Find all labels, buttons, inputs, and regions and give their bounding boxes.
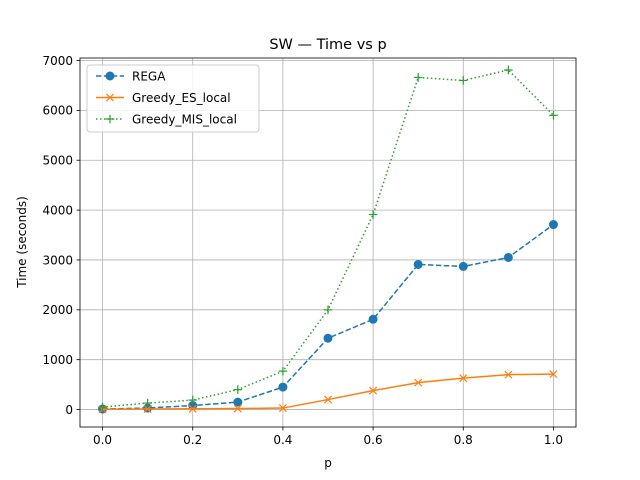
data-point (143, 405, 152, 414)
data-point (368, 314, 378, 324)
data-point (233, 385, 243, 394)
y-tick-label: 0 (65, 403, 73, 417)
legend-label: REGA (132, 69, 166, 83)
data-point (549, 370, 558, 379)
data-point (368, 210, 378, 219)
x-tick-label: 1.0 (544, 433, 563, 447)
legend-item: Greedy_ES_local (96, 91, 231, 105)
data-point (105, 114, 115, 124)
y-tick-label: 4000 (42, 203, 73, 217)
data-point (233, 404, 242, 413)
data-point (414, 378, 423, 387)
data-point (98, 402, 107, 412)
data-point (105, 71, 115, 81)
x-tick-label: 0.0 (93, 433, 112, 447)
y-tick-label: 3000 (42, 253, 73, 267)
data-point (323, 305, 333, 315)
data-point (503, 252, 513, 262)
series-layer (98, 65, 558, 414)
data-point (504, 65, 513, 75)
data-point (504, 370, 513, 379)
data-point (233, 397, 243, 407)
data-point (278, 404, 287, 413)
data-point (369, 386, 378, 395)
legend-label: Greedy_MIS_local (132, 112, 237, 126)
legend-item: Greedy_MIS_local (96, 112, 237, 126)
x-tick-label: 0.8 (454, 433, 473, 447)
y-axis-label: Time (seconds) (15, 196, 29, 289)
x-tick-label: 0.6 (364, 433, 383, 447)
data-point (188, 395, 198, 405)
data-point (188, 404, 197, 413)
x-tick-label: 0.2 (183, 433, 202, 447)
chart-title: SW — Time vs p (269, 37, 386, 53)
data-point (458, 76, 468, 85)
series-greedy-mis-local (98, 65, 558, 412)
y-tick-label: 6000 (42, 104, 73, 118)
data-point (323, 333, 333, 343)
data-point (105, 93, 115, 102)
y-tick-label: 5000 (42, 154, 73, 168)
y-tick-label: 7000 (42, 54, 73, 68)
y-tick-label: 2000 (42, 303, 73, 317)
series-greedy-es-local (98, 370, 558, 414)
data-point (458, 261, 468, 271)
legend-box (86, 64, 260, 133)
axis-ticks: 0.0 0.2 0.4 0.6 0.8 1.0 0 1000 2000 3000 4000 5000 6… (42, 54, 563, 447)
data-point (143, 398, 152, 408)
x-tick-label: 0.4 (273, 433, 292, 447)
legend: REGA Greedy_ES_local Greedy_MIS_local (86, 64, 260, 133)
data-point (413, 259, 423, 269)
data-point (413, 73, 423, 82)
data-point (548, 220, 558, 230)
data-point (278, 366, 288, 376)
data-point (323, 395, 333, 404)
data-point (278, 382, 288, 392)
data-point (549, 111, 558, 120)
y-tick-label: 1000 (42, 353, 73, 367)
legend-item: REGA (96, 69, 166, 83)
data-point (459, 374, 468, 383)
x-axis-label: p (324, 456, 332, 470)
plot-frame (79, 57, 577, 428)
legend-label: Greedy_ES_local (132, 91, 231, 105)
